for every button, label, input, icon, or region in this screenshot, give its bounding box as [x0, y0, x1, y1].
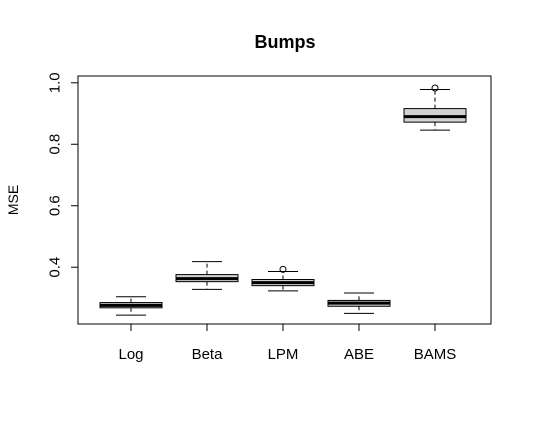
outlier-point [431, 84, 439, 92]
box-lpm [251, 265, 315, 292]
box-beta [175, 261, 239, 290]
x-tick-label: Beta [192, 346, 224, 363]
y-tick-label: 0.4 [46, 257, 63, 278]
x-tick-label: LPM [268, 346, 299, 363]
box-log [99, 296, 163, 316]
y-tick-label: 0.6 [46, 195, 63, 216]
outlier-point [279, 265, 287, 273]
y-axis: 0.4 0.6 0.8 1.0 [46, 72, 79, 278]
x-tick-label: BAMS [414, 346, 457, 363]
box-series [99, 84, 467, 316]
y-tick-label: 1.0 [46, 72, 63, 93]
x-axis: Log Beta LPM ABE BAMS [118, 323, 457, 363]
box-abe [327, 292, 391, 314]
chart-title: Bumps [254, 32, 315, 52]
x-tick-label: ABE [344, 346, 374, 363]
box-bams [403, 84, 467, 131]
x-tick-label: Log [118, 346, 143, 363]
y-axis-label: MSE [5, 185, 21, 215]
y-tick-label: 0.8 [46, 134, 63, 155]
